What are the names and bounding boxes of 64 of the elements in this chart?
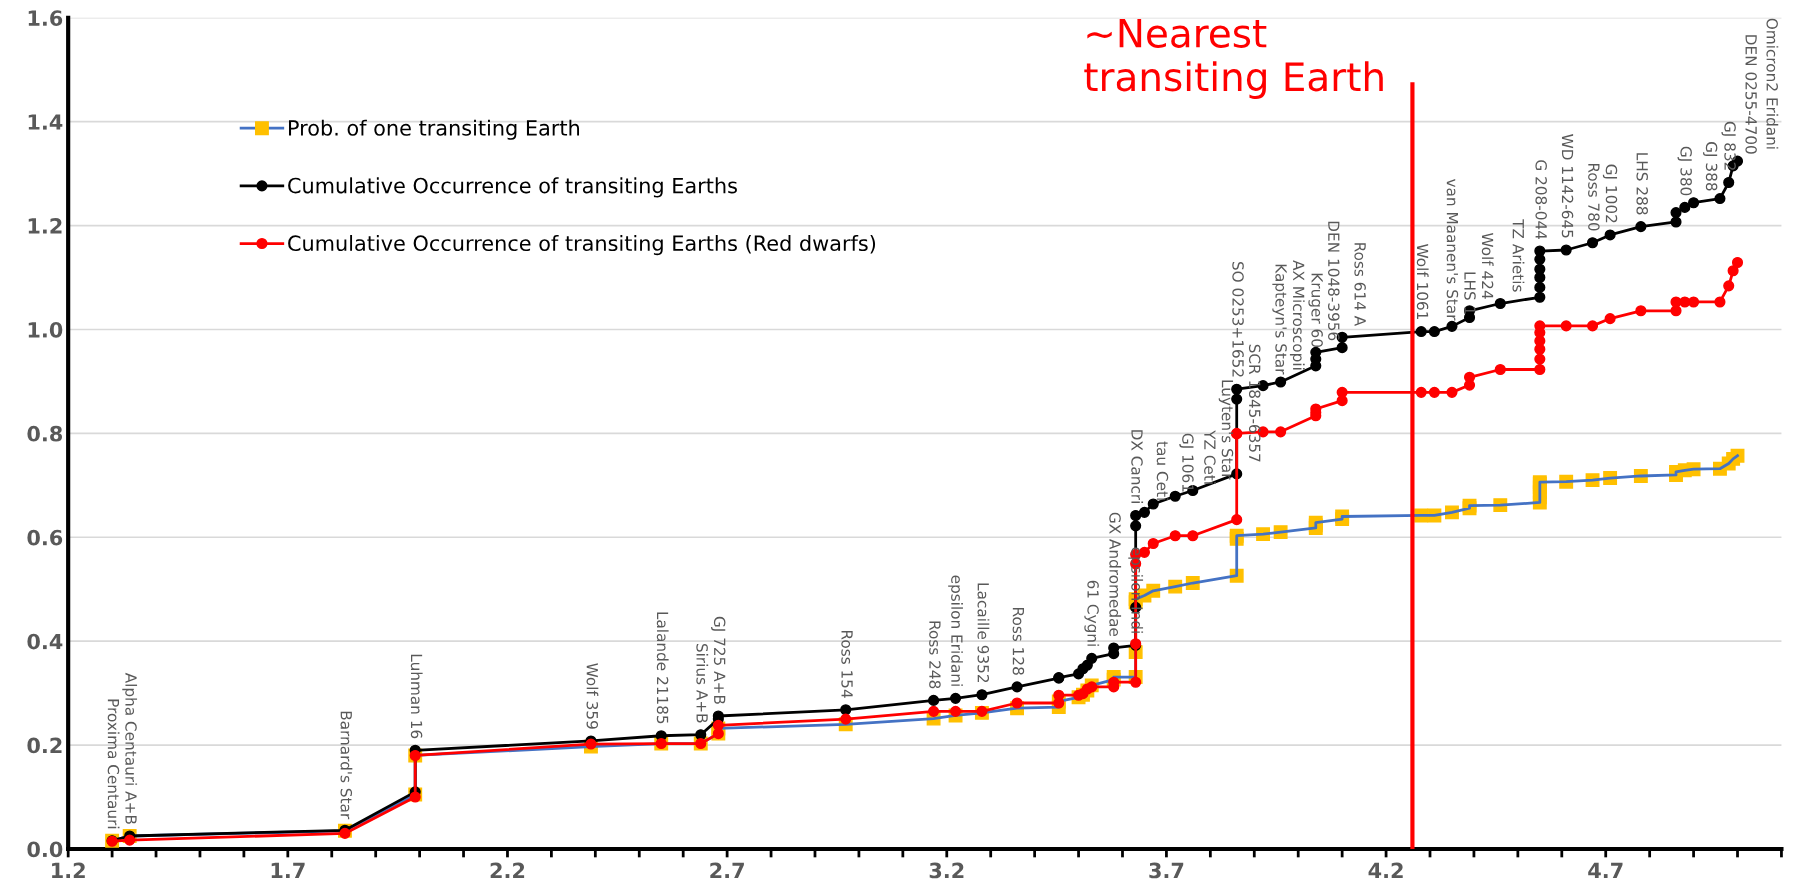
annotation: Sirius A+B <box>696 643 709 723</box>
annotation: DX Cancri <box>1131 430 1144 503</box>
y-tick-label: 1.0 <box>28 321 63 338</box>
annotation: Ross 154 <box>841 630 853 698</box>
x-tick-label: 3.2 <box>929 862 964 879</box>
y-tick-label: 1.2 <box>28 218 62 234</box>
annotation: Ross 780 <box>1588 163 1600 231</box>
annotation: GJ 380 <box>1677 146 1692 196</box>
annotation: Barnard's Star <box>340 711 353 820</box>
y-tick-label: 0.4 <box>27 633 63 650</box>
annotation: GX Andromedae <box>1109 512 1122 637</box>
annotation: Wolf 1061 <box>1416 244 1429 320</box>
y-tick-label: 0.6 <box>27 529 63 546</box>
y-tick-label: 1.4 <box>28 114 63 130</box>
annotation: Proxima Centauri <box>107 699 120 829</box>
legend-label: Cumulative Occurrence of transiting Earths (Red dwarfs) <box>288 234 876 256</box>
annotation: GJ 725 A+B <box>711 616 726 704</box>
annotation: Ross 248 <box>929 621 941 689</box>
annotation: DEN 0255-4700 <box>1745 35 1757 154</box>
annotation: YZ Ceti <box>1204 430 1216 484</box>
x-tick-label: 2.2 <box>490 862 525 879</box>
y-tick-label: 0.2 <box>27 737 62 754</box>
annotation: epsilon Eridani <box>948 575 963 686</box>
annotation: SCR 1845-6357 <box>1248 344 1261 462</box>
annotation: Luhman 16 <box>410 654 423 739</box>
y-tick-label: 0.0 <box>27 841 63 858</box>
annotation: Wolf 424 <box>1481 232 1494 299</box>
annotation: WD 1142-645 <box>1561 134 1574 238</box>
annotation: epsilon Indi <box>1128 547 1144 633</box>
annotation: Luyten's Star <box>1218 380 1234 480</box>
annotation: Lalande 21185 <box>656 612 669 724</box>
annotation: GJ 388 <box>1702 142 1718 191</box>
x-tick-label: 1.2 <box>52 862 85 879</box>
annotation: Kruger 60 <box>1308 273 1323 347</box>
legend-label: Cumulative Occurrence of transiting Earths <box>288 177 737 198</box>
x-tick-label: 1.7 <box>271 862 305 879</box>
annotation: GJ 1061 <box>1179 433 1194 492</box>
annotation: GJ 832 <box>1721 121 1736 170</box>
annotation: Alpha Centauri A+B <box>122 672 138 824</box>
annotation: 61 Cygni <box>1084 580 1100 646</box>
annotation: LHS 288 <box>1636 153 1648 215</box>
annotation: Lacaille 9352 <box>977 583 990 683</box>
annotation: Omicron2 Eridani <box>1766 18 1779 149</box>
ref-line-label: ~Nearest transiting Earth <box>1084 18 1383 99</box>
annotation: SO 0253+1652 <box>1232 261 1244 377</box>
x-tick-label: 4.7 <box>1588 862 1623 879</box>
x-tick-label: 2.7 <box>710 862 744 879</box>
annotation: TZ Arietis <box>1512 219 1525 292</box>
legend-label: Prob. of one transiting Earth <box>288 119 580 140</box>
annotation: Wolf 359 <box>586 663 599 729</box>
annotation: Kapteyn's Star <box>1272 264 1287 375</box>
y-tick-label: 1.6 <box>28 10 63 26</box>
annotation: DEN 1048-3956 <box>1328 221 1340 341</box>
annotation: G 208-044 <box>1535 160 1547 240</box>
annotation: Ross 614 A <box>1354 243 1366 327</box>
annotation: Ross 128 <box>1012 608 1025 675</box>
x-tick-label: 4.2 <box>1368 862 1403 879</box>
x-tick-label: 3.7 <box>1149 862 1184 879</box>
annotation: LHS 1 <box>1464 272 1476 314</box>
y-tick-label: 0.8 <box>27 425 63 442</box>
annotation: tau Ceti <box>1156 441 1169 500</box>
annotation: AX Microscopii <box>1289 260 1305 370</box>
annotation: GJ 1002 <box>1602 164 1618 223</box>
annotation: van Maanen's Star <box>1446 178 1459 321</box>
